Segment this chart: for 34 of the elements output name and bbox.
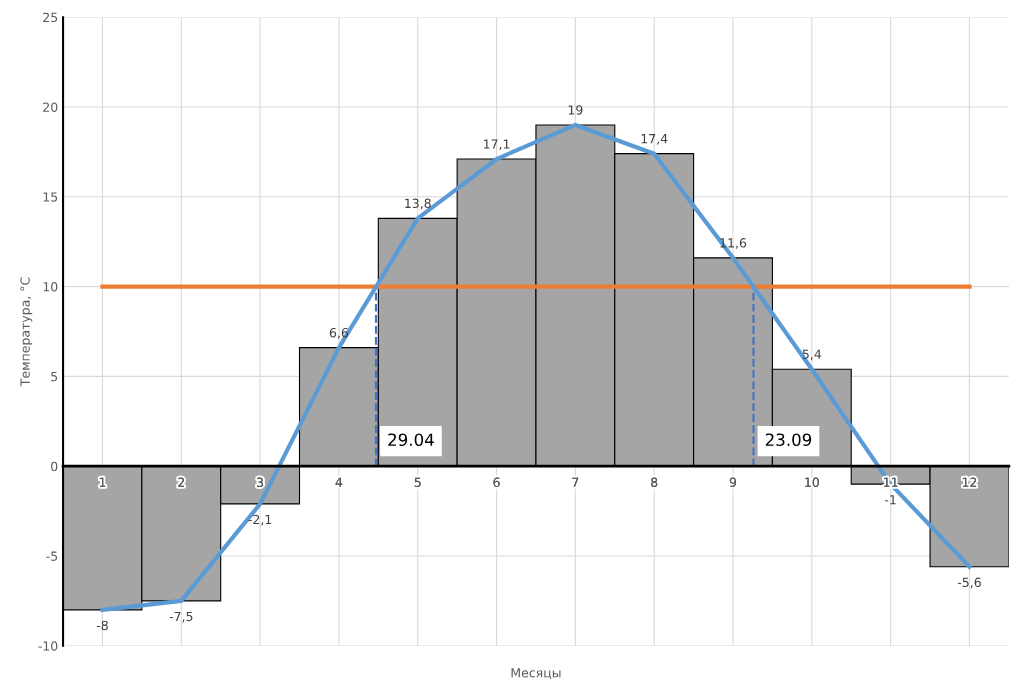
y-tick-label: 15 xyxy=(43,192,58,202)
x-tick-label: 4 xyxy=(335,477,343,487)
annotation: 23.09 xyxy=(765,433,812,447)
annotation: 29.04 xyxy=(388,433,434,447)
x-tick-label: 5 xyxy=(414,477,421,487)
data-label: -5,6 xyxy=(957,577,981,589)
x-tick-label: 10 xyxy=(805,477,819,487)
y-tick-label: 25 xyxy=(43,12,58,23)
x-tick-label: 6 xyxy=(493,477,500,487)
y-axis-title: Температура, °С xyxy=(20,277,33,387)
y-tick-label: -5 xyxy=(46,551,58,561)
x-tick-label: 7 xyxy=(572,477,579,487)
data-label: 17,4 xyxy=(641,134,668,145)
y-tick-label: 0 xyxy=(51,461,58,472)
data-label: 19 xyxy=(568,105,583,115)
data-label: -7,5 xyxy=(169,611,193,623)
x-tick-label: 3 xyxy=(257,477,264,487)
x-tick-label: 11 xyxy=(884,477,898,487)
data-label: -8 xyxy=(96,620,108,631)
data-label: 17,1 xyxy=(484,139,510,151)
data-label: 13,8 xyxy=(405,198,431,210)
y-tick-label: 10 xyxy=(43,282,58,292)
x-tick-label: 9 xyxy=(729,477,737,487)
y-tick-label: 5 xyxy=(51,372,58,382)
data-label: -2,1 xyxy=(248,514,272,526)
y-tick-label: -10 xyxy=(38,641,58,651)
x-tick-label: 1 xyxy=(99,477,106,487)
x-tick-label: 12 xyxy=(962,477,977,487)
x-tick-label: 2 xyxy=(178,477,184,487)
data-label: -1 xyxy=(885,495,896,505)
data-label: 5,4 xyxy=(802,349,822,361)
y-tick-label: 20 xyxy=(43,102,58,112)
x-axis-title: Месяцы xyxy=(511,668,561,680)
x-tick-label: 8 xyxy=(651,477,658,487)
